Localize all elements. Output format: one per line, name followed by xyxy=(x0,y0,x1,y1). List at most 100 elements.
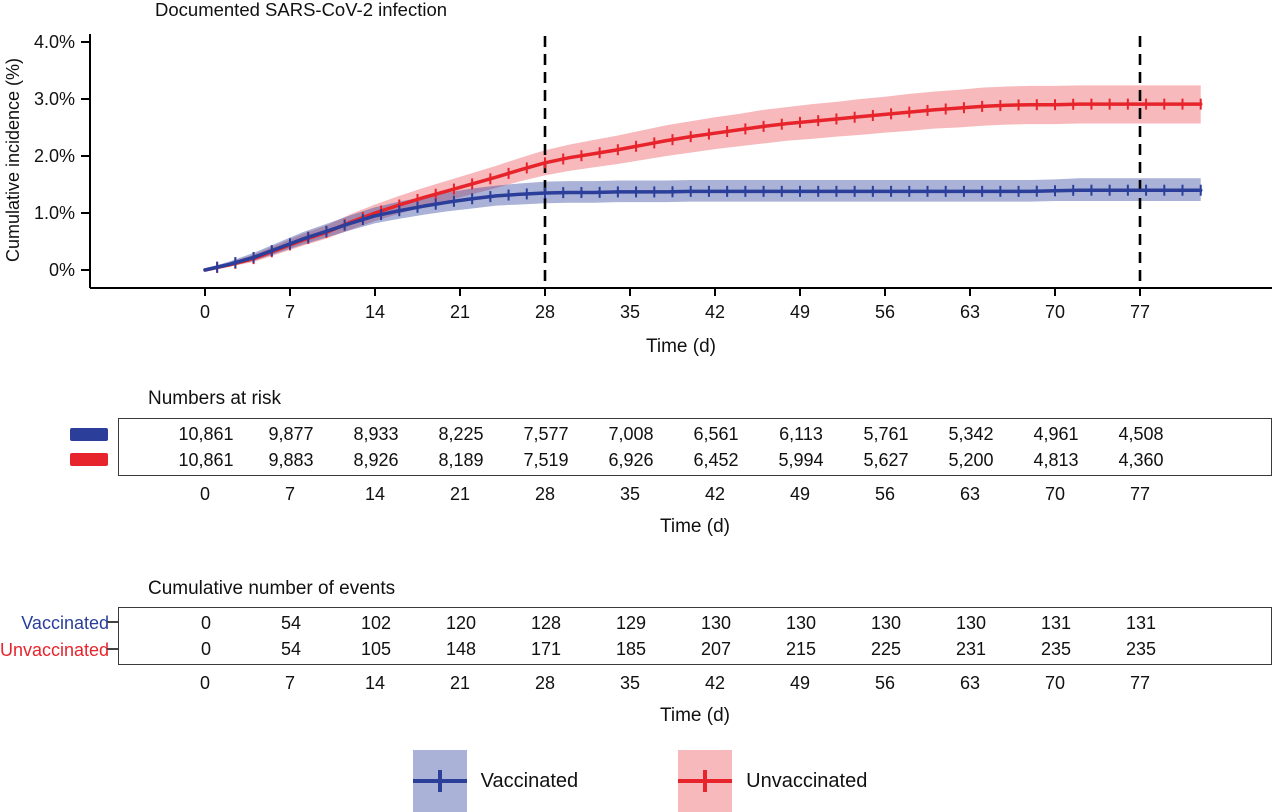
events-row-tick xyxy=(107,621,118,623)
events_table-time-tick: 28 xyxy=(534,673,556,693)
risk_table-value: 8,926 xyxy=(353,450,399,470)
events_table-value: 0 xyxy=(200,613,211,633)
x-tick-label: 0 xyxy=(200,302,210,322)
risk_table-value: 9,877 xyxy=(268,424,314,444)
vaccinated-censor-mark-sample xyxy=(437,770,442,792)
events_table-time-tick: 14 xyxy=(364,673,386,693)
x-tick-label: 7 xyxy=(285,302,295,322)
events-unvaccinated-row-label: Unvaccinated xyxy=(0,640,110,660)
events_table-value: 130 xyxy=(785,613,817,633)
events_table-value: 235 xyxy=(1040,639,1072,659)
unvaccinated-confidence-band xyxy=(205,85,1201,270)
x-tick-label: 56 xyxy=(875,302,895,322)
unvaccinated-censor-mark-sample xyxy=(703,770,708,792)
numbers-at-risk-table: 10,861 9,877 8,933 8,225 7,577 7,008 6,561 6,11… xyxy=(118,418,1272,476)
unvaccinated-curve xyxy=(203,102,1203,272)
risk_table-value: 5,342 xyxy=(948,424,994,444)
risk_table-value: 6,452 xyxy=(693,450,739,470)
risk_table-time-tick: 21 xyxy=(449,484,471,504)
events_table-value: 207 xyxy=(700,639,732,659)
events_table-value: 130 xyxy=(955,613,987,633)
events_table-time-tick: 35 xyxy=(619,673,641,693)
events_table-time-tick: 7 xyxy=(284,673,295,693)
risk_table-time-tick: 7 xyxy=(284,484,295,504)
risk_table-value: 5,761 xyxy=(863,424,909,444)
events_table-time-tick: 77 xyxy=(1129,673,1151,693)
legend-label-unvaccinated: Unvaccinated xyxy=(746,769,868,792)
risk_table-value: 4,961 xyxy=(1033,424,1079,444)
legend-label-vaccinated: Vaccinated xyxy=(480,769,579,792)
events_table-value: 54 xyxy=(280,613,302,633)
risk_table-value: 6,113 xyxy=(779,424,823,444)
risk_table-value: 9,883 xyxy=(268,450,314,470)
events_table-value: 120 xyxy=(445,613,477,633)
x-tick-label: 35 xyxy=(620,302,640,322)
events_table-time-tick: 0 xyxy=(199,673,210,693)
x-axis-label: Time (d) xyxy=(646,336,716,357)
x-tick-label: 21 xyxy=(450,302,470,322)
events_table-time-tick: 49 xyxy=(789,673,811,693)
x-tick-label: 49 xyxy=(790,302,810,322)
risk-table-time-label: Time (d) xyxy=(659,516,731,537)
legend-item-unvaccinated: Unvaccinated xyxy=(678,750,867,812)
risk_table-time-tick: 49 xyxy=(789,484,811,504)
risk_table-value: 6,561 xyxy=(693,424,739,444)
events_table-value: 215 xyxy=(785,639,817,659)
events_table-value: 102 xyxy=(360,613,392,633)
events-table-time-axis: 0 7 14 21 28 35 42 49 56 63 70 77 xyxy=(0,673,1280,697)
risk_table-value: 4,508 xyxy=(1118,424,1164,444)
events_table-time-tick: 21 xyxy=(449,673,471,693)
risk_table-value: 7,008 xyxy=(608,424,654,444)
legend-item-vaccinated: Vaccinated xyxy=(412,750,579,812)
events_table-value: 185 xyxy=(615,639,647,659)
risk_table-value: 8,189 xyxy=(438,450,484,470)
vaccinated-risk-swatch xyxy=(70,428,108,441)
risk_table-value: 6,926 xyxy=(608,450,654,470)
chart-title: Documented SARS-CoV-2 infection xyxy=(155,0,447,20)
risk-table-time-axis: 0 7 14 21 28 35 42 49 56 63 70 77 xyxy=(0,484,1280,508)
x-tick-label: 77 xyxy=(1130,302,1150,322)
risk_table-value: 5,200 xyxy=(948,450,994,470)
events_table-value: 54 xyxy=(280,639,302,659)
events-row-tick xyxy=(107,648,118,650)
vaccinated-legend-swatch xyxy=(412,750,467,812)
unvaccinated-legend-swatch xyxy=(678,750,733,812)
x-tick-label: 63 xyxy=(960,302,980,322)
risk_table-time-tick: 70 xyxy=(1044,484,1066,504)
x-tick-label: 14 xyxy=(365,302,385,322)
cumulative-events-table: 0 54 102 120 128 129 130 130 130 130 131 131 0 54 105 1… xyxy=(118,607,1272,665)
y-tick-label: 1.0% xyxy=(34,203,75,223)
y-tick-label: 2.0% xyxy=(34,146,75,166)
y-tick-label: 0% xyxy=(49,260,75,280)
risk_table-time-tick: 0 xyxy=(199,484,210,504)
x-tick-label: 42 xyxy=(705,302,725,322)
risk_table-value: 10,861 xyxy=(178,424,234,444)
events_table-value: 128 xyxy=(530,613,562,633)
risk_table-time-tick: 56 xyxy=(874,484,896,504)
events_table-value: 0 xyxy=(200,639,211,659)
events_table-value: 129 xyxy=(615,613,647,633)
risk_table-time-tick: 35 xyxy=(619,484,641,504)
risk_table-value: 4,360 xyxy=(1118,450,1164,470)
events_table-time-tick: 70 xyxy=(1044,673,1066,693)
risk_table-time-tick: 14 xyxy=(364,484,386,504)
x-tick-label: 70 xyxy=(1045,302,1065,322)
events_table-value: 131 xyxy=(1125,613,1157,633)
events_table-time-tick: 42 xyxy=(704,673,726,693)
events-table-time-label: Time (d) xyxy=(659,705,731,726)
risk_table-value: 8,225 xyxy=(438,424,484,444)
cumulative-incidence-chart: 0% 1.0% 2.0% 3.0% 4.0% 0 7 14 21 28 35 42 49 56 63 70 77… xyxy=(3,0,1272,357)
legend: Vaccinated Unvaccinated xyxy=(0,750,1280,812)
risk-table-header: Numbers at risk xyxy=(148,388,282,409)
events_table-value: 235 xyxy=(1125,639,1157,659)
risk_table-value: 7,577 xyxy=(523,424,569,444)
events_table-value: 131 xyxy=(1040,613,1072,633)
x-tick-label: 28 xyxy=(535,302,555,322)
risk_table-time-tick: 28 xyxy=(534,484,556,504)
events_table-value: 105 xyxy=(360,639,392,659)
risk_table-value: 10,861 xyxy=(178,450,234,470)
events_table-value: 130 xyxy=(870,613,902,633)
risk_table-value: 5,994 xyxy=(778,450,824,470)
events_table-value: 225 xyxy=(870,639,902,659)
